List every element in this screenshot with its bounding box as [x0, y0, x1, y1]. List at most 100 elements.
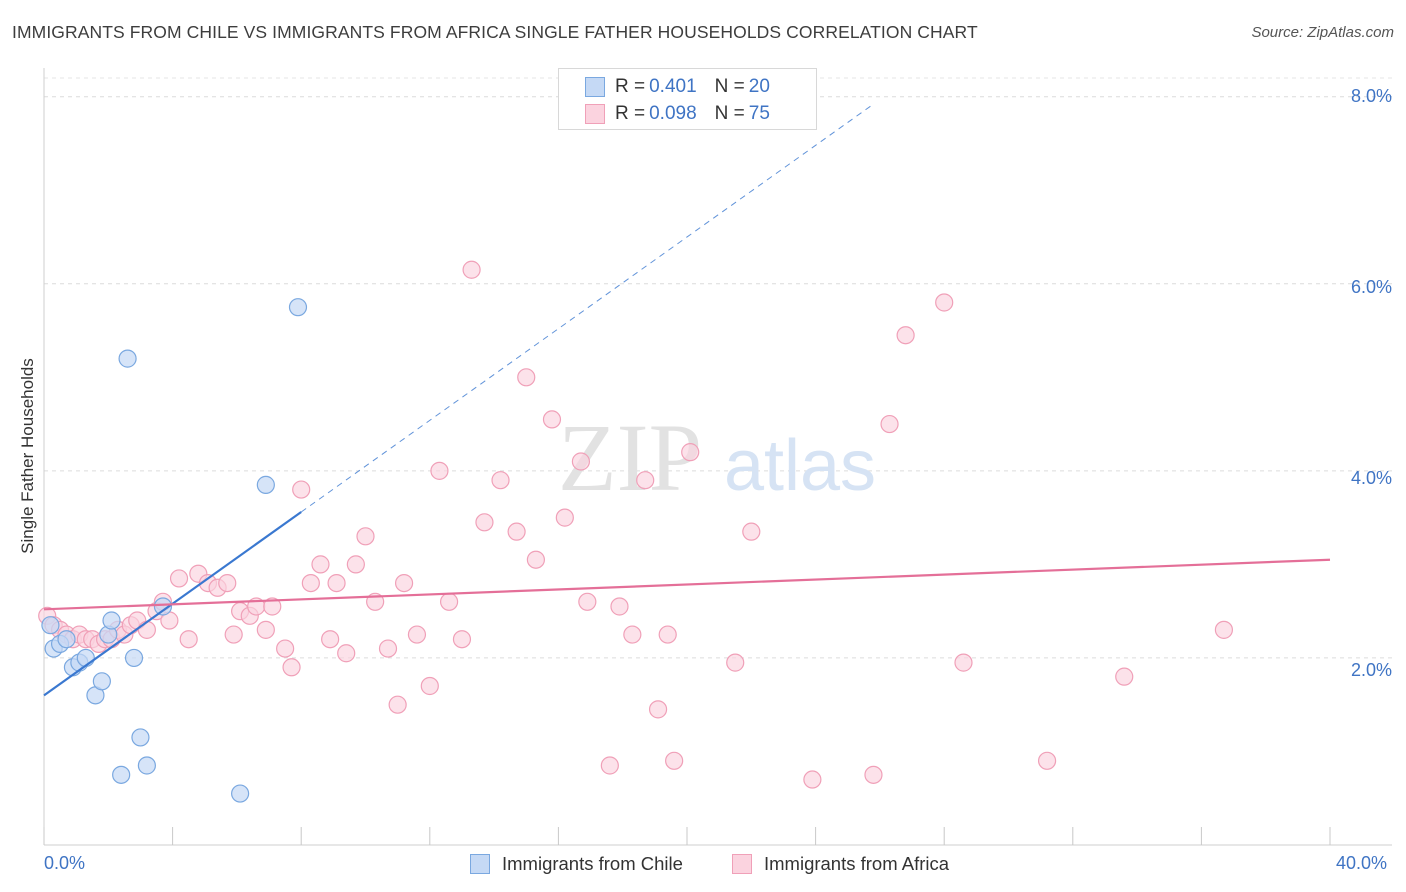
africa-point [1037, 751, 1057, 770]
africa-point [681, 443, 700, 462]
africa-point [276, 639, 295, 658]
axes [43, 68, 1392, 846]
africa-point [864, 765, 883, 784]
trend-lines [43, 103, 1331, 697]
chile-point [112, 765, 131, 784]
chile-point [124, 648, 144, 668]
y-tick-4: 4.0% [1350, 468, 1392, 488]
legend-r-value-africa: 0.098 [649, 103, 697, 124]
africa-point [346, 555, 365, 574]
legend-swatch-africa [585, 104, 605, 124]
legend-r-label: R = [615, 103, 646, 124]
africa-point [388, 695, 407, 714]
africa-point [507, 522, 526, 541]
chile-point [41, 616, 60, 635]
chile-points [41, 298, 308, 803]
africa-point [1214, 620, 1234, 639]
y-tick-2: 2.0% [1350, 660, 1392, 680]
chile-point [76, 648, 95, 668]
chile-point [102, 611, 121, 630]
bottom-legend-chile: Immigrants from Chile [470, 852, 683, 876]
africa-points [38, 260, 1234, 789]
africa-point [394, 573, 414, 593]
africa-point [282, 658, 301, 677]
africa-point [420, 676, 439, 696]
africa-point [658, 625, 677, 644]
africa-point [665, 751, 684, 770]
africa-point [179, 630, 198, 649]
africa-point [648, 700, 668, 719]
legend-n-value-chile: 20 [748, 76, 770, 97]
legend-r-value-chile: 0.401 [649, 76, 697, 97]
bottom-legend-swatch-chile [470, 854, 490, 874]
africa-point [301, 573, 320, 593]
africa-point [896, 326, 915, 345]
africa-point [378, 639, 398, 658]
africa-point [407, 625, 427, 644]
africa-point [224, 625, 243, 644]
africa-point [475, 513, 494, 532]
africa-point [311, 555, 330, 574]
chart-title: IMMIGRANTS FROM CHILE VS IMMIGRANTS FROM… [12, 22, 978, 42]
legend-n-label: N = [714, 103, 745, 124]
legend-row-chile: R = 0.401 N = 20 [585, 75, 770, 99]
africa-point [327, 573, 346, 593]
africa-point [491, 471, 510, 490]
bottom-legend-swatch-africa [732, 854, 752, 874]
africa-point [517, 368, 536, 387]
chile-point [288, 298, 308, 317]
africa-point [337, 644, 356, 663]
africa-point [452, 630, 472, 649]
africa-point [555, 508, 574, 527]
legend-n-value-africa: 75 [748, 103, 770, 124]
africa-point [578, 592, 597, 611]
africa-point [462, 260, 481, 279]
africa-point [742, 522, 761, 541]
africa-point [1115, 667, 1134, 686]
legend-row-africa: R = 0.098 N = 75 [585, 102, 770, 126]
chile-point [57, 630, 76, 649]
correlation-legend: R = 0.401 N = 20 R = 0.098 N = 75 [558, 68, 817, 130]
grid-lines [44, 77, 1392, 659]
watermark: ZIP atlas [558, 404, 876, 511]
legend-swatch-chile [585, 77, 605, 97]
africa-point [356, 527, 375, 546]
chile-trend-extension [300, 103, 874, 513]
bottom-legend-label-chile: Immigrants from Chile [502, 853, 683, 874]
watermark-atlas: atlas [724, 426, 876, 506]
africa-point [954, 653, 973, 672]
x-tick-min: 0.0% [44, 853, 86, 873]
africa-point [636, 471, 655, 490]
africa-point [430, 461, 449, 480]
africa-trend-line [43, 558, 1331, 611]
africa-point [137, 620, 156, 639]
chile-point [231, 784, 250, 803]
africa-point [292, 480, 311, 499]
legend-r-label: R = [615, 76, 646, 97]
chile-point [131, 728, 150, 747]
source-label: Source: ZipAtlas.com [1251, 24, 1394, 41]
africa-point [321, 630, 340, 649]
africa-point [803, 770, 822, 789]
x-tick-max: 40.0% [1336, 853, 1388, 873]
bottom-legend-africa: Immigrants from Africa [732, 852, 949, 876]
chile-point [92, 672, 111, 691]
africa-point [935, 293, 954, 312]
legend-n-label: N = [714, 76, 745, 97]
africa-point [439, 592, 459, 611]
africa-point [169, 569, 189, 588]
y-tick-6: 6.0% [1350, 277, 1392, 297]
bottom-legend-label-africa: Immigrants from Africa [764, 853, 950, 874]
africa-point [600, 756, 619, 775]
africa-point [571, 452, 591, 471]
chile-point [153, 597, 173, 616]
africa-point [256, 620, 275, 639]
africa-point [526, 550, 545, 569]
africa-point [623, 625, 642, 644]
africa-point [218, 573, 237, 593]
africa-point [880, 414, 899, 434]
chile-point [137, 756, 156, 775]
africa-point [610, 597, 629, 616]
chile-point [256, 475, 275, 494]
